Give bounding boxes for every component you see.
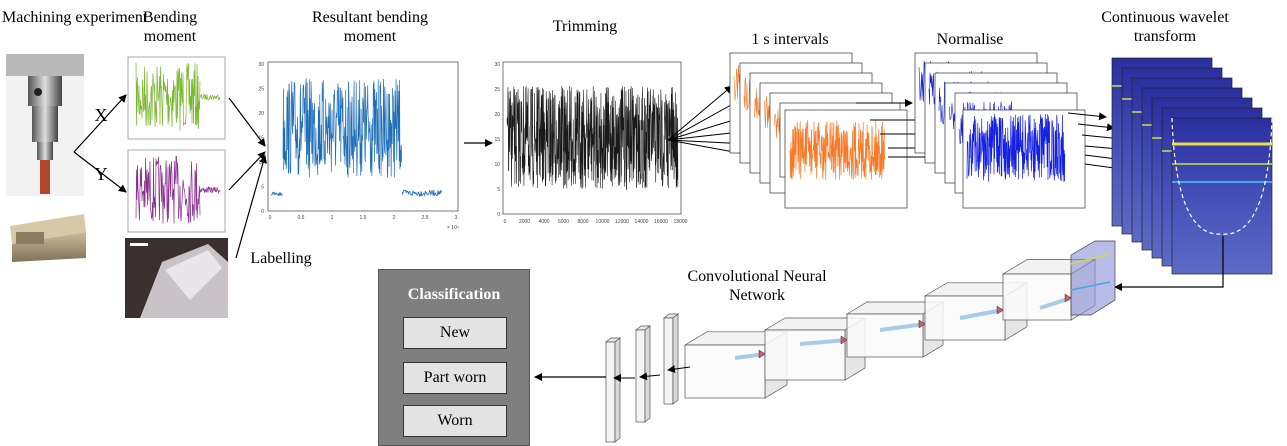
cwt-scalogram-stack [1111,57,1273,275]
cnn-dense-layer [605,337,621,443]
machining-photo [6,54,84,196]
cnn-diagram [605,240,1116,443]
trimming-xtick: 8000 [577,219,588,225]
label-axis-x: X [94,105,108,125]
label-bending-moment: Bending moment [142,9,198,45]
resultant-xtick: 2.5 [422,215,429,221]
bending-x-plot [127,56,226,140]
resultant-xtick: 1 [331,215,334,221]
resultant-xtick: 2 [393,215,396,221]
workpiece-photo [6,208,86,264]
resultant-xtick: 0.5 [298,215,305,221]
normalised-plot [962,109,1086,209]
trimming-xtick: 12000 [615,219,629,225]
cwt-scalogram [1171,117,1273,275]
label-machining-experiment: Machining experiment [2,9,148,26]
arrow-cwt-to-cnn [1114,236,1224,291]
resultant-xtick: 1.5 [360,215,367,221]
cnn-input [1070,240,1116,316]
trimming-xtick: 18000 [674,219,688,225]
label-labelling: Labelling [250,250,312,267]
arrow-x [73,94,127,153]
label-1s-intervals: 1 s intervals [751,31,829,48]
class-part-worn: Part worn [403,362,507,394]
tool-wear-photo [125,238,228,318]
class-worn: Worn [403,405,507,437]
trimming-ytick: 0 [497,212,500,218]
trimming-xtick: 6000 [558,219,569,225]
resultant-ytick: 0 [261,209,264,215]
resultant-xexponent: × 10⁴ [447,225,459,231]
trimming-xtick: 4000 [538,219,549,225]
label-resultant-bending-moment: Resultant bending moment [312,9,428,45]
classification-title: Classification [407,286,501,303]
cnn-dense-layer [635,325,651,423]
label-trimming: Trimming [552,18,618,35]
label-normalise: Normalise [936,31,1004,48]
trimming-xtick: 16000 [654,219,668,225]
cnn-layer-3 [845,301,945,358]
resultant-xtick: 3 [455,215,458,221]
class-new: New [403,317,507,349]
label-continuous-wavelet-transform: Continuous wavelet transform [1101,9,1229,45]
resultant-plot: 30 25 20 15 10 5 0 0 0.5 1 1.5 2 2.5 3 × 10⁴ [258,61,459,231]
interval-plot [779,102,908,209]
resultant-ytick: 15 [258,136,264,142]
trimming-plot: 30 25 20 15 10 5 0 0 2000 4000 6000 8000 10000 12000… [494,61,688,225]
label-cnn: Convolutional Neural Network [687,268,827,304]
bending-y-plot [127,149,226,233]
trimming-ytick: 10 [494,162,500,168]
interval-plots-stack [729,52,908,209]
arrow-bend-x-to-resultant [228,97,266,147]
cnn-dense-layer [663,313,679,405]
trimming-ytick: 20 [494,112,500,118]
trimming-ytick: 25 [494,87,500,93]
trimming-xtick: 0 [504,219,507,225]
resultant-ytick: 30 [258,62,264,68]
arrow-bend-y-to-resultant [228,151,266,191]
trimming-xtick: 14000 [635,219,649,225]
arrow-labelling-to-resultant [235,155,267,259]
resultant-ytick: 25 [258,87,264,93]
trimming-xtick: 2000 [519,219,530,225]
normalised-plots-stack [914,52,1086,209]
resultant-ytick: 20 [258,111,264,117]
resultant-ytick: 10 [258,160,264,166]
trimming-ytick: 30 [494,62,500,68]
trimming-ytick: 5 [497,187,500,193]
resultant-xtick: 0 [269,215,272,221]
trimming-xtick: 10000 [596,219,610,225]
resultant-ytick: 5 [261,185,264,191]
trimming-ytick: 15 [494,137,500,143]
arrow-y [73,151,127,193]
classification-box: Classification New Part worn Worn [378,269,530,446]
label-axis-y: Y [94,164,108,184]
